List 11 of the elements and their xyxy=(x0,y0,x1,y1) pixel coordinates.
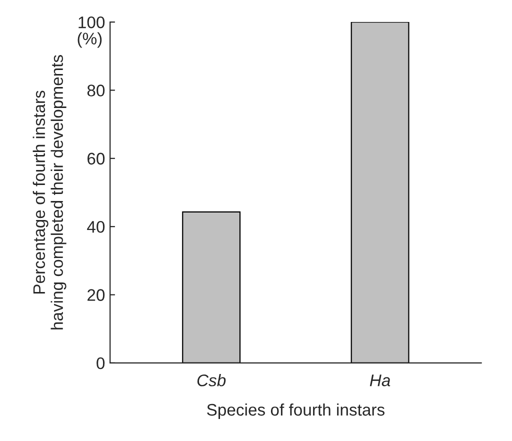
y-axis-title: Percentage of fourth instars having completed their developments xyxy=(32,55,66,330)
y-tick-label: 20 xyxy=(88,289,105,301)
y-tick-label: 80 xyxy=(87,84,105,96)
y-tick-label: 40 xyxy=(87,220,105,233)
y-tick-label: 0 xyxy=(96,357,105,370)
y-tick-label: 60 xyxy=(88,152,105,165)
text: (%) xyxy=(78,32,102,48)
x-axis-title: Species of fourth instars xyxy=(207,403,384,420)
x-tick-label: Csb xyxy=(197,374,226,386)
y-tick-label: 100 xyxy=(78,16,105,28)
x-tick-label: Ha xyxy=(370,374,390,386)
